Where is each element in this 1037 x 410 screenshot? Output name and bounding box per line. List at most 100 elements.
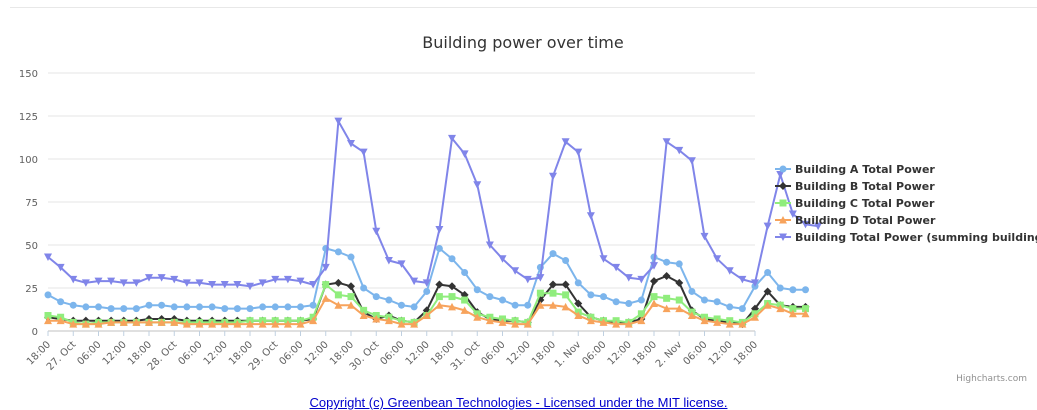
data-point — [246, 320, 254, 328]
data-point — [296, 277, 305, 286]
data-point — [182, 279, 191, 287]
data-point — [448, 255, 456, 263]
data-point — [208, 303, 216, 311]
series-4 — [44, 294, 810, 328]
data-point — [360, 284, 368, 292]
data-point — [637, 296, 645, 304]
data-point — [650, 262, 658, 270]
data-point — [95, 303, 102, 311]
data-point — [347, 140, 355, 148]
data-point — [119, 318, 128, 326]
data-point — [410, 277, 419, 286]
data-point — [309, 301, 317, 309]
data-point — [549, 280, 557, 289]
data-point — [410, 320, 419, 328]
data-point — [586, 212, 595, 220]
data-point — [561, 302, 570, 311]
data-point — [725, 320, 734, 328]
data-point — [170, 275, 179, 284]
data-point — [524, 301, 532, 309]
data-point — [801, 220, 810, 229]
credits-link[interactable]: Highcharts.com — [956, 374, 1027, 384]
data-point — [321, 294, 330, 302]
data-point — [56, 316, 65, 325]
data-point — [624, 320, 633, 328]
data-point — [397, 260, 406, 268]
data-point — [423, 287, 431, 295]
data-point — [157, 318, 166, 326]
x-tick-label: 12:00 — [707, 339, 735, 367]
data-point — [574, 311, 583, 320]
legend[interactable]: Building A Total Power Building B Total P… — [775, 163, 1037, 244]
x-tick-label: 2. Nov — [654, 339, 685, 370]
x-tick-label: 12:00 — [404, 339, 432, 367]
data-point — [385, 296, 393, 304]
x-tick-label: 12:00 — [303, 339, 331, 367]
data-point — [637, 316, 646, 325]
data-point — [208, 281, 217, 289]
data-point — [183, 303, 191, 311]
data-point — [498, 255, 507, 263]
data-point — [384, 256, 393, 265]
data-point — [562, 291, 570, 299]
data-point — [485, 316, 494, 325]
data-point — [738, 320, 747, 328]
x-tick-label: 06:00 — [681, 339, 709, 367]
data-point — [221, 305, 229, 313]
data-point — [701, 296, 708, 304]
data-point — [713, 318, 722, 326]
data-point — [435, 244, 443, 252]
legend-item-3[interactable]: Building C Total Power — [775, 197, 935, 210]
data-point — [499, 296, 506, 304]
data-point — [233, 305, 241, 313]
data-point — [422, 279, 431, 287]
data-point — [322, 281, 330, 289]
data-point — [700, 232, 709, 241]
data-point — [233, 281, 242, 289]
data-point — [372, 314, 381, 323]
data-point — [549, 250, 557, 258]
data-point — [107, 318, 116, 326]
data-point — [132, 305, 140, 313]
x-tick-label: 18:00 — [732, 339, 760, 367]
legend-item-4[interactable]: Building D Total Power — [775, 214, 936, 227]
legend-item-5[interactable]: Building Total Power (summing buildings) — [775, 231, 1037, 244]
data-point — [612, 320, 621, 328]
data-point — [246, 282, 254, 291]
data-point — [119, 279, 128, 287]
data-point — [776, 284, 784, 292]
data-point — [549, 301, 557, 309]
data-point — [258, 320, 267, 328]
data-point — [599, 318, 608, 326]
legend-label: Building A Total Power — [795, 163, 935, 176]
data-point — [600, 293, 607, 301]
x-tick-label: 06:00 — [479, 339, 507, 367]
data-point — [94, 320, 103, 328]
legend-item-1[interactable]: Building A Total Power — [775, 163, 935, 176]
data-point — [637, 275, 646, 284]
legend-item-2[interactable]: Building B Total Power — [775, 180, 935, 193]
x-tick-label: 1. Nov — [553, 339, 584, 370]
data-point — [738, 305, 746, 313]
data-point — [360, 306, 368, 314]
data-point — [271, 303, 279, 311]
footer-license-link[interactable]: Copyright (c) Greenbean Technologies - L… — [309, 395, 728, 410]
data-point — [347, 301, 355, 309]
data-point — [473, 313, 482, 321]
data-point — [802, 286, 809, 294]
y-tick-label: 150 — [19, 69, 38, 80]
data-point — [334, 117, 343, 126]
plot-area — [44, 117, 823, 329]
data-point — [612, 298, 620, 306]
data-point — [675, 278, 684, 287]
data-point — [422, 311, 431, 320]
data-point — [283, 320, 292, 328]
data-point — [182, 320, 191, 328]
data-point — [44, 291, 52, 299]
data-point — [662, 271, 671, 280]
data-point — [713, 298, 721, 306]
data-point — [763, 301, 772, 309]
data-point — [473, 181, 482, 189]
data-point — [435, 301, 444, 309]
data-point — [486, 293, 494, 301]
